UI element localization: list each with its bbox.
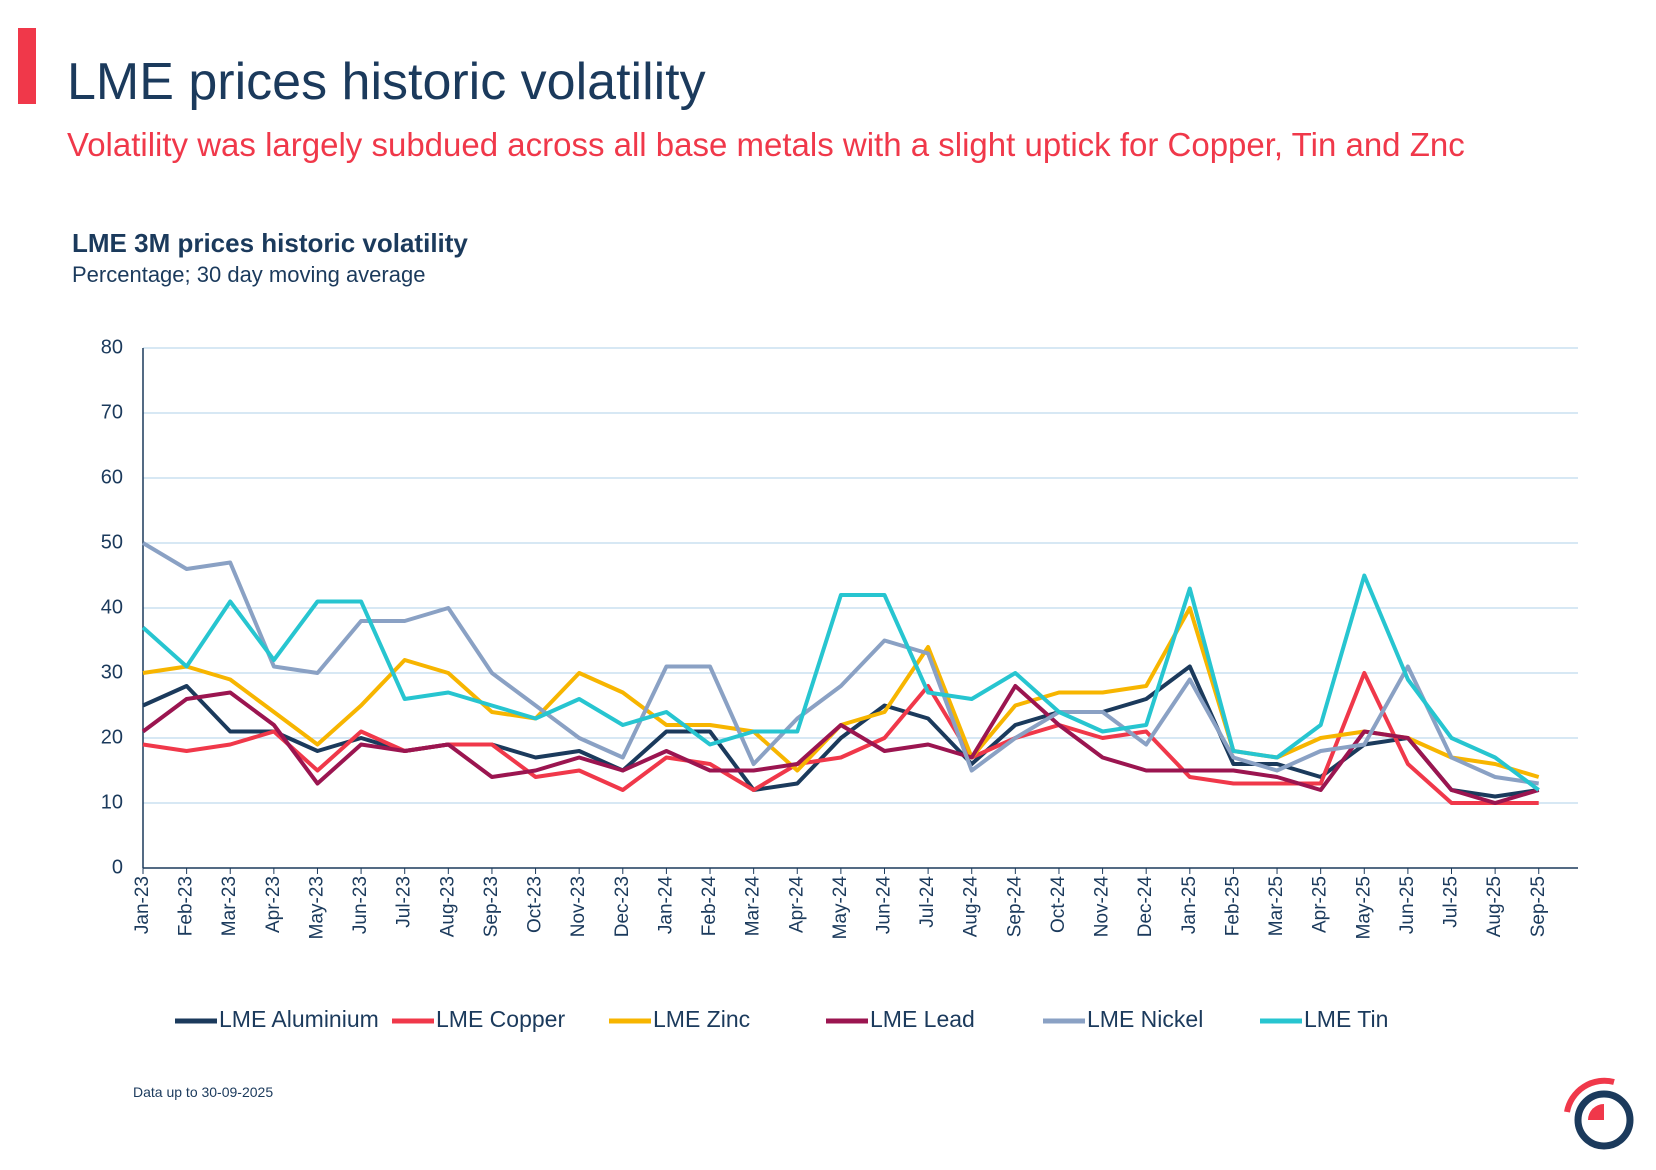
footnote: Data up to 30-09-2025 <box>133 1084 274 1100</box>
legend-label: LME Aluminium <box>219 1006 379 1032</box>
legend-label: LME Zinc <box>653 1006 750 1032</box>
x-tick-label: Oct-23 <box>525 876 546 933</box>
x-tick-label: Sep-24 <box>1004 876 1025 938</box>
y-tick-label: 70 <box>101 401 123 423</box>
x-tick-label: Apr-23 <box>263 876 284 933</box>
chart-subtitle: Percentage; 30 day moving average <box>72 262 426 287</box>
accent-bar <box>18 28 36 104</box>
x-tick-label: Sep-23 <box>481 876 502 937</box>
x-tick-label: Jun-24 <box>874 876 895 935</box>
series-line <box>142 664 1539 799</box>
chart-title: LME 3M prices historic volatility <box>72 228 468 258</box>
x-tick-label: May-23 <box>306 876 327 939</box>
legend-label: LME Copper <box>436 1006 565 1032</box>
y-tick-label: 80 <box>101 336 123 358</box>
logo <box>1564 1077 1634 1150</box>
y-tick-label: 10 <box>101 791 123 813</box>
x-tick-label: Oct-24 <box>1048 876 1069 933</box>
x-tick-label: Jan-25 <box>1179 876 1200 934</box>
x-tick-label: Mar-25 <box>1266 876 1287 936</box>
x-tick-label: Mar-24 <box>743 876 764 937</box>
x-tick-label: Dec-23 <box>612 876 633 937</box>
y-tick-label: 60 <box>101 466 123 488</box>
x-tick-label: Jul-23 <box>394 876 415 928</box>
x-tick-label: Jun-25 <box>1397 876 1418 934</box>
y-tick-label: 50 <box>101 531 123 553</box>
x-tick-label: Feb-24 <box>699 876 720 937</box>
series-line <box>142 671 1539 805</box>
legend-label: LME Tin <box>1304 1006 1388 1032</box>
x-tick-label: Aug-23 <box>437 876 458 937</box>
series-line <box>141 573 1540 792</box>
x-tick-label: Feb-23 <box>176 876 197 936</box>
legend-label: LME Nickel <box>1087 1006 1203 1032</box>
x-tick-label: Feb-25 <box>1222 876 1243 936</box>
x-tick-label: Jan-24 <box>655 876 676 935</box>
y-tick-label: 30 <box>101 661 123 683</box>
x-tick-label: Nov-24 <box>1092 876 1113 938</box>
x-tick-label: Aug-24 <box>961 876 982 938</box>
x-tick-label: Jul-25 <box>1441 876 1462 928</box>
x-tick-label: Nov-23 <box>568 876 589 937</box>
legend-label: LME Lead <box>870 1006 975 1032</box>
series-line <box>141 541 1539 786</box>
x-tick-label: Mar-23 <box>219 876 240 936</box>
x-tick-label: Dec-24 <box>1135 876 1156 938</box>
x-tick-label: Apr-25 <box>1310 876 1331 933</box>
x-tick-label: Jan-23 <box>132 876 153 934</box>
x-tick-label: Jul-24 <box>917 876 938 928</box>
y-tick-label: 40 <box>101 596 123 618</box>
y-tick-label: 0 <box>112 856 123 878</box>
page-subtitle: Volatility was largely subdued across al… <box>67 126 1465 163</box>
y-tick-label: 20 <box>101 726 123 748</box>
x-tick-label: Aug-25 <box>1484 876 1505 937</box>
x-tick-label: May-25 <box>1353 876 1374 939</box>
x-tick-label: Apr-24 <box>786 876 807 933</box>
x-tick-label: Sep-25 <box>1528 876 1549 937</box>
page-title: LME prices historic volatility <box>67 53 706 111</box>
x-tick-label: May-24 <box>830 876 851 940</box>
x-tick-label: Jun-23 <box>350 876 371 934</box>
series-line <box>141 684 1540 805</box>
